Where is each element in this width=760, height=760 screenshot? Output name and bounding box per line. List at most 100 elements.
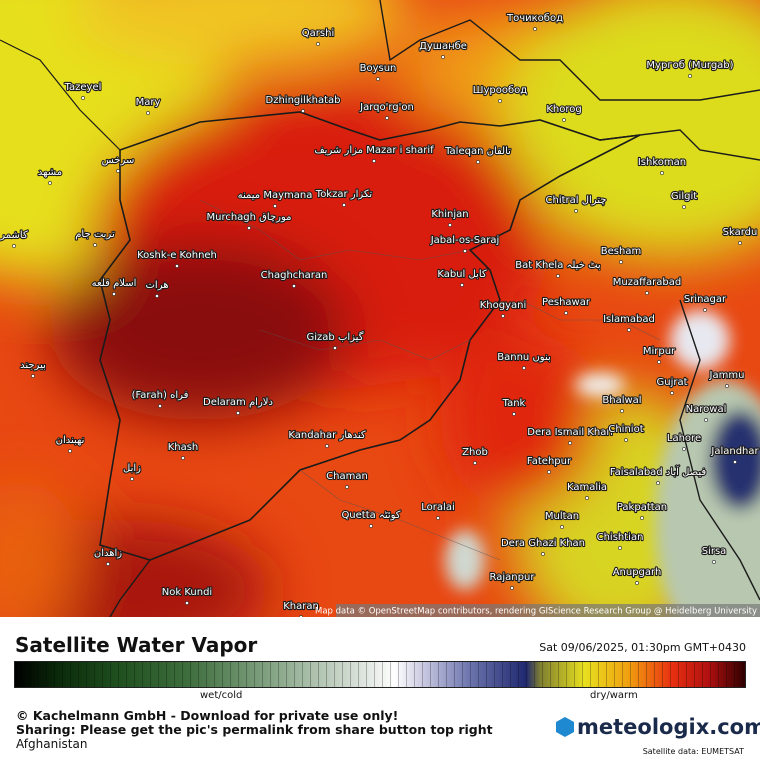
city-label: زاهدان — [94, 548, 122, 559]
city-label: Khinjan — [431, 209, 468, 220]
city-label: زابل — [123, 463, 141, 474]
timestamp: Sat 09/06/2025, 01:30pm GMT+0430 — [539, 641, 746, 654]
city-dot — [501, 314, 505, 318]
city-dot — [512, 412, 516, 416]
city-dot — [68, 449, 72, 453]
city-dot — [299, 615, 303, 617]
city-label: مشهد — [38, 167, 62, 178]
logo[interactable]: meteologix.com — [556, 715, 760, 739]
city-dot — [155, 294, 159, 298]
city-dot — [473, 461, 477, 465]
city-label: Islamabad — [603, 314, 655, 325]
city-label: Zhob — [462, 447, 488, 458]
city-dot — [93, 243, 97, 247]
city-label: Chiniot — [608, 424, 643, 435]
city-label: Tazeyel — [64, 82, 102, 93]
city-label: میمنه Maymana — [238, 190, 313, 201]
logo-text[interactable]: meteologix.com — [577, 715, 760, 739]
title: Satellite Water Vapor — [15, 633, 258, 657]
city-label: Quetta کوئٹہ — [341, 510, 400, 521]
city-label: Peshawar — [542, 297, 591, 308]
map-attribution: Map data © OpenStreetMap contributors, r… — [315, 607, 757, 617]
city-dot — [704, 418, 708, 422]
city-label: Chishtian — [597, 532, 644, 543]
city-dot — [146, 111, 150, 115]
city-dot — [585, 496, 589, 500]
city-dot — [31, 374, 35, 378]
city-dot — [712, 560, 716, 564]
city-label: بیرجند — [20, 360, 46, 371]
city-dot — [273, 204, 277, 208]
city-dot — [657, 360, 661, 364]
city-label: Khash — [168, 442, 199, 453]
city-dot — [627, 328, 631, 332]
city-dot — [682, 447, 686, 451]
city-dot — [316, 42, 320, 46]
city-dot — [185, 601, 189, 605]
city-dot — [345, 485, 349, 489]
city-label: Boysun — [360, 63, 397, 74]
city-dot — [564, 311, 568, 315]
region: Afghanistan — [16, 737, 88, 751]
attribution-bg — [336, 604, 760, 617]
city-dot — [372, 159, 376, 163]
city-label: Nok Kundi — [162, 587, 212, 598]
city-label: Ishkoman — [638, 157, 686, 168]
city-label: Bannu بنوں — [497, 352, 551, 363]
city-dot — [574, 209, 578, 213]
city-dot — [175, 264, 179, 268]
city-label: Jarqo'rg'on — [359, 102, 414, 113]
city-dot — [236, 411, 240, 415]
city-label: Chaghcharan — [261, 270, 328, 281]
city-label: Chitral چترال — [546, 195, 607, 206]
city-label: Kandahar کندهار — [288, 430, 366, 441]
city-dot — [460, 283, 464, 287]
city-dot — [376, 77, 380, 81]
footer: Satellite Water Vapor Sat 09/06/2025, 01… — [0, 617, 760, 760]
city-dot — [498, 99, 502, 103]
city-dot — [533, 27, 537, 31]
city-label: Delaram دلارام — [203, 397, 273, 408]
city-label: Точикобод — [506, 13, 563, 24]
city-labels: Qarshi Душанбе Точикобод Boysun Tazeyel Mary D… — [0, 12, 760, 617]
city-dot — [81, 96, 85, 100]
city-dot — [292, 284, 296, 288]
city-dot — [522, 366, 526, 370]
city-dot — [645, 291, 649, 295]
copyright: © Kachelmann GmbH - Download for private… — [16, 708, 399, 723]
city-dot — [660, 171, 664, 175]
city-dot — [106, 562, 110, 566]
city-dot — [560, 525, 564, 529]
city-label: Tokzar تکزار — [315, 189, 373, 200]
city-dot — [656, 481, 660, 485]
city-label: Mary — [136, 97, 161, 108]
satellite-source: Satellite data: EUMETSAT — [642, 747, 744, 756]
city-dot — [181, 456, 185, 460]
city-dot — [556, 274, 560, 278]
city-dot — [635, 581, 639, 585]
city-dot — [333, 346, 337, 350]
city-dot — [670, 391, 674, 395]
city-label: Шурообод — [473, 85, 527, 96]
city-dot — [436, 516, 440, 520]
city-dot — [247, 226, 251, 230]
city-label: Faisalabad فیصل آباد — [610, 465, 707, 478]
city-dot — [619, 260, 623, 264]
city-dot — [510, 586, 514, 590]
city-label: Sirsa — [702, 546, 727, 557]
city-label: Dera Ghazi Khan — [501, 538, 585, 549]
sharing-note: Sharing: Please get the pic's permalink … — [16, 722, 493, 737]
city-label: Taleqan تالقان — [444, 146, 511, 157]
city-label: Dzhingilkhatab — [266, 95, 341, 106]
city-label: Skardu — [723, 227, 758, 238]
city-dot — [112, 292, 116, 296]
city-label: Khorog — [546, 104, 581, 115]
city-label: Besham — [601, 246, 641, 257]
city-label: Gujrat — [656, 377, 687, 388]
water-vapor-imagery — [0, 0, 760, 617]
city-label: Rajanpur — [490, 572, 536, 583]
city-dot — [12, 244, 16, 248]
city-dot — [624, 438, 628, 442]
city-label: Kharan — [283, 601, 319, 612]
color-scale — [14, 661, 746, 688]
